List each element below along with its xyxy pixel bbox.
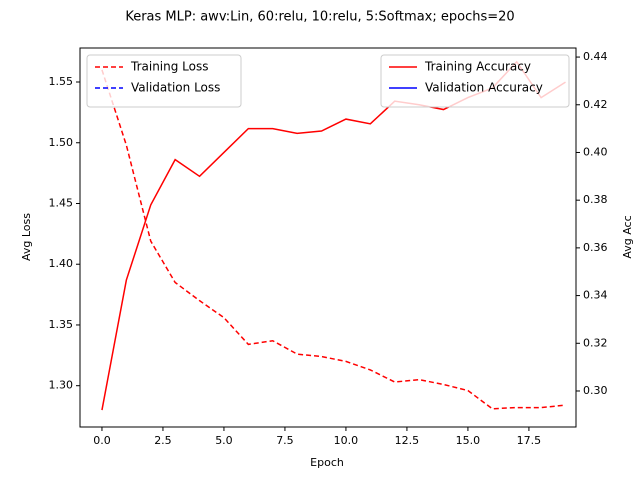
y-axis-label: Avg Loss bbox=[20, 213, 33, 261]
legend-label: Validation Loss bbox=[131, 81, 220, 95]
legend-label: Validation Accuracy bbox=[425, 81, 543, 95]
y-tick-label: 1.30 bbox=[49, 379, 74, 392]
y2-tick-label: 0.32 bbox=[583, 336, 608, 349]
y2-tick-label: 0.30 bbox=[583, 384, 608, 397]
chart-title: Keras MLP: awv:Lin, 60:relu, 10:relu, 5:… bbox=[125, 10, 514, 25]
y2-tick-label: 0.42 bbox=[583, 98, 608, 111]
series-line bbox=[101, 60, 566, 411]
y2-tick-label: 0.44 bbox=[583, 50, 608, 63]
y2-tick-label: 0.40 bbox=[583, 145, 608, 158]
series-line bbox=[101, 69, 566, 410]
y-tick-label: 1.50 bbox=[49, 136, 74, 149]
x-tick-label: 7.5 bbox=[276, 434, 294, 447]
plot-frame bbox=[79, 47, 577, 428]
y-tick-label: 1.55 bbox=[49, 75, 74, 88]
y2-tick-label: 0.34 bbox=[583, 289, 608, 302]
x-tick-label: 12.5 bbox=[395, 434, 420, 447]
x-axis-label: Epoch bbox=[310, 456, 344, 469]
y-tick-label: 1.35 bbox=[49, 318, 74, 331]
legend-label: Training Accuracy bbox=[424, 60, 531, 74]
x-tick-label: 10.0 bbox=[334, 434, 359, 447]
y2-axis-label: Avg Acc bbox=[621, 215, 634, 258]
y2-tick-label: 0.36 bbox=[583, 241, 608, 254]
x-tick-label: 2.5 bbox=[154, 434, 172, 447]
x-tick-label: 17.5 bbox=[517, 434, 542, 447]
y2-tick-label: 0.38 bbox=[583, 193, 608, 206]
legend-label: Training Loss bbox=[130, 60, 208, 74]
y-tick-label: 1.45 bbox=[49, 196, 74, 209]
legend-box bbox=[380, 54, 570, 108]
y-tick-label: 1.40 bbox=[49, 257, 74, 270]
legend-box bbox=[86, 54, 242, 108]
x-tick-label: 0.0 bbox=[93, 434, 111, 447]
x-tick-label: 15.0 bbox=[456, 434, 481, 447]
x-tick-label: 5.0 bbox=[215, 434, 233, 447]
